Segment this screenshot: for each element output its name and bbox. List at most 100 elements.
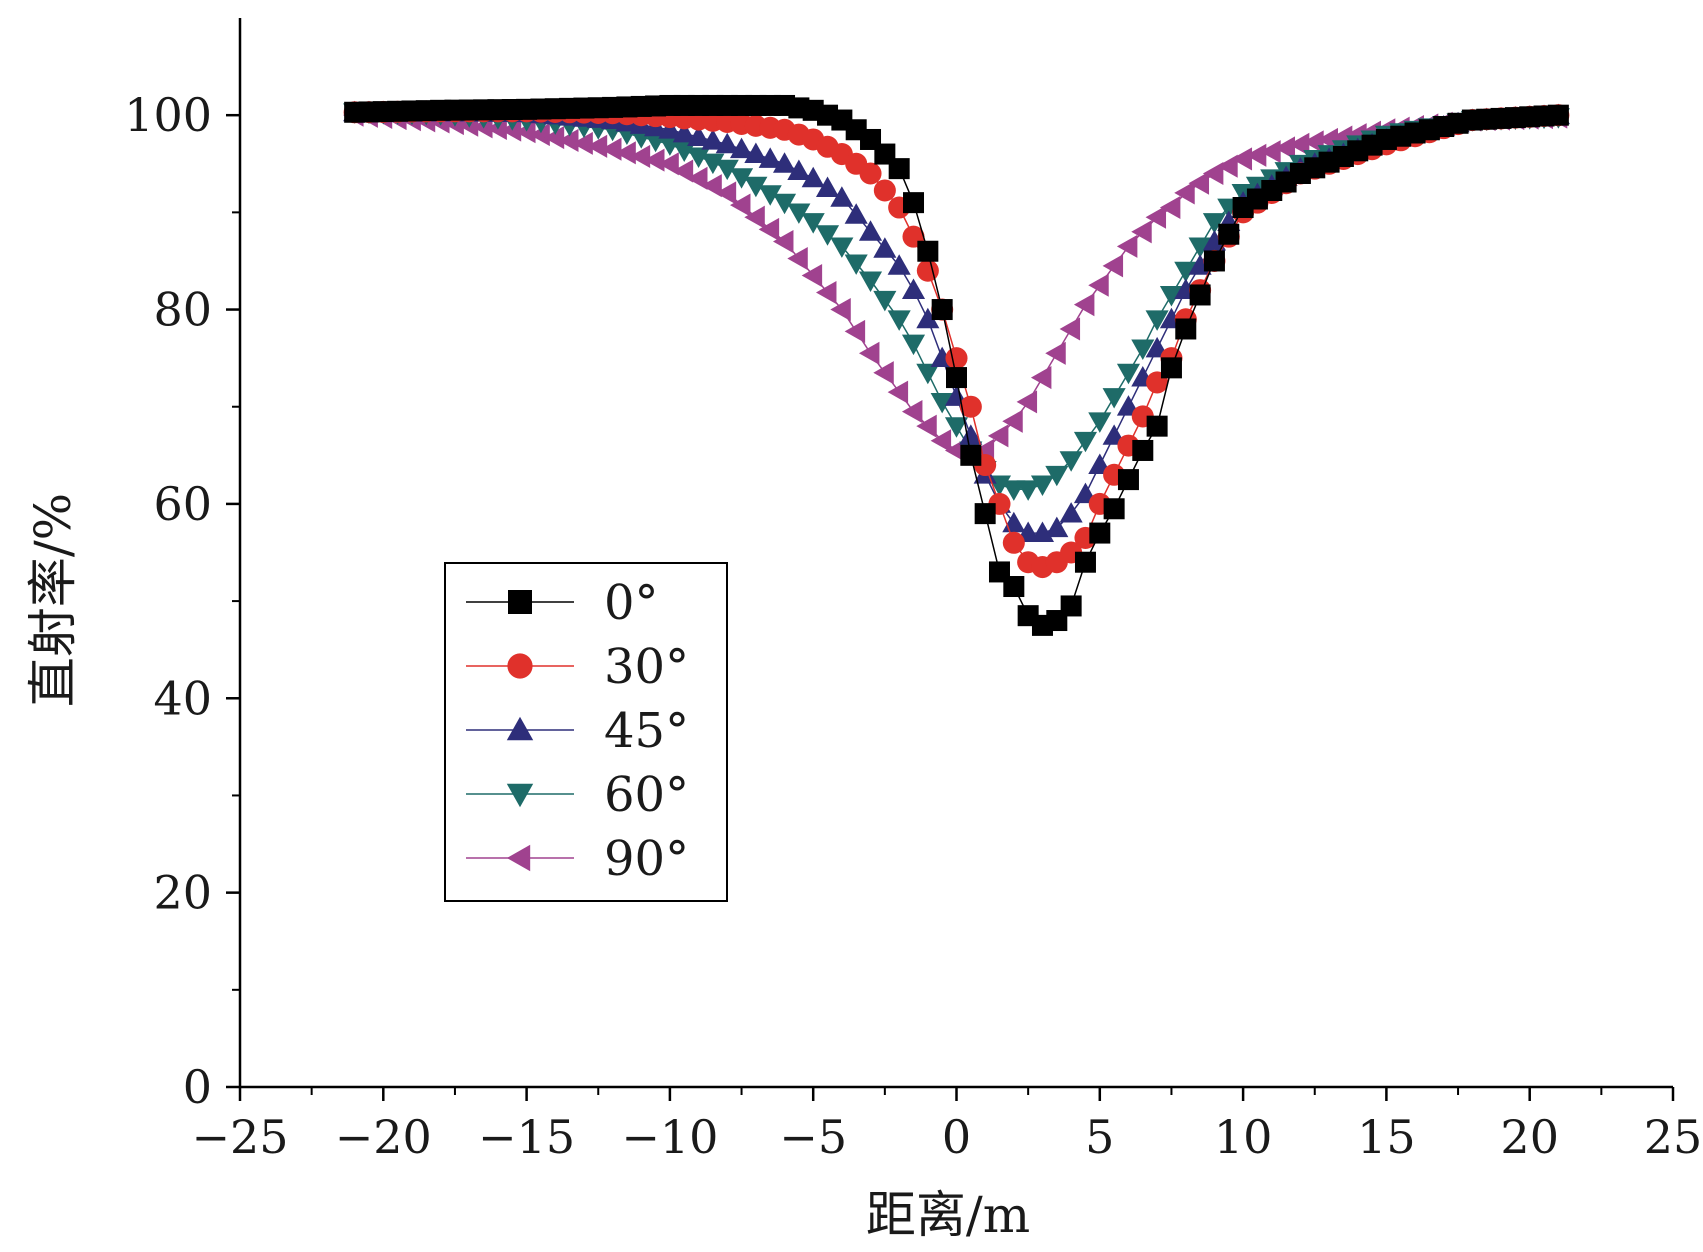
data-point [1103,498,1125,520]
data-point [1188,237,1212,258]
data-point [744,205,765,229]
data-point [1202,229,1226,251]
series-4 [343,103,1568,467]
x-tick-label: −10 [621,1110,718,1164]
data-point [873,361,894,385]
data-point [1059,502,1083,523]
axes [238,18,1673,1089]
data-point [901,278,926,300]
legend-marker [506,844,531,872]
legend: 0° 30° 45° 60° 90° [444,562,728,902]
data-point [1174,181,1195,205]
data-point [974,503,996,525]
x-tick-label: 5 [1085,1110,1114,1164]
data-point [758,147,782,168]
data-point [960,444,982,466]
data-point [1088,412,1112,433]
data-point [1189,284,1211,306]
data-point [1218,223,1240,245]
x-tick-label: −15 [478,1110,575,1164]
data-point [916,259,939,282]
legend-label: 0° [604,575,659,631]
data-point [1260,140,1281,164]
data-point [772,229,794,254]
data-point [1159,195,1181,220]
data-point [873,179,896,202]
data-point [1274,136,1296,160]
legend-label: 90° [604,831,689,887]
data-point [687,147,711,169]
data-point [500,118,522,142]
data-point [744,176,768,198]
data-point [1102,254,1124,278]
data-point [844,319,866,343]
data-point [1002,409,1023,433]
data-point [1016,480,1040,501]
data-point [815,225,840,246]
data-point [916,414,937,438]
data-point [1116,363,1141,385]
y-tick-label: 0 [183,1060,212,1114]
data-point [1145,205,1167,229]
legend-box [444,562,728,902]
data-point [1073,293,1095,317]
x-tick-label: 25 [1644,1110,1703,1164]
series-0 [344,94,1569,636]
data-point [1117,469,1139,491]
data-point [672,121,696,143]
data-point [844,254,868,275]
data-point [744,142,768,163]
data-point [1030,366,1052,390]
data-point [801,263,823,288]
series-3 [343,103,1570,501]
data-point [887,254,911,275]
data-point [715,181,737,205]
data-point [1073,431,1098,453]
data-point [1102,388,1126,409]
data-point [815,176,840,197]
data-point [858,271,883,292]
x-tick-label: 10 [1214,1110,1273,1164]
data-point [701,153,725,175]
data-point [529,123,550,147]
data-point [558,128,579,152]
data-point [701,174,722,198]
data-point [1132,439,1154,461]
data-point [515,120,536,144]
data-point [873,237,897,258]
data-point [901,400,923,424]
data-point [1003,576,1025,598]
data-point [1217,154,1238,178]
data-point [687,125,711,146]
data-point [730,193,751,217]
data-point [887,380,909,404]
data-point [758,217,780,241]
data-point [615,141,636,165]
data-point [687,166,708,190]
data-point [1174,261,1198,283]
data-point [1059,451,1083,472]
data-point [787,159,811,180]
data-point [658,152,679,176]
data-point [858,341,880,365]
data-point [1145,310,1169,331]
x-tick-label: 15 [1357,1110,1416,1164]
data-point [629,144,651,169]
data-point [1159,286,1183,307]
y-tick-label: 60 [153,477,212,531]
data-point [658,118,682,139]
data-point [945,347,968,370]
data-point [715,132,739,154]
data-point [959,424,983,445]
data-point [1175,318,1197,340]
data-point [1030,475,1055,497]
x-tick-label: −5 [779,1110,847,1164]
data-point [815,280,837,305]
data-point [830,237,854,258]
data-point [644,148,665,172]
data-point [1231,147,1253,171]
legend-label: 60° [604,767,689,823]
x-tick-label: −25 [191,1110,288,1164]
data-point [672,141,696,162]
